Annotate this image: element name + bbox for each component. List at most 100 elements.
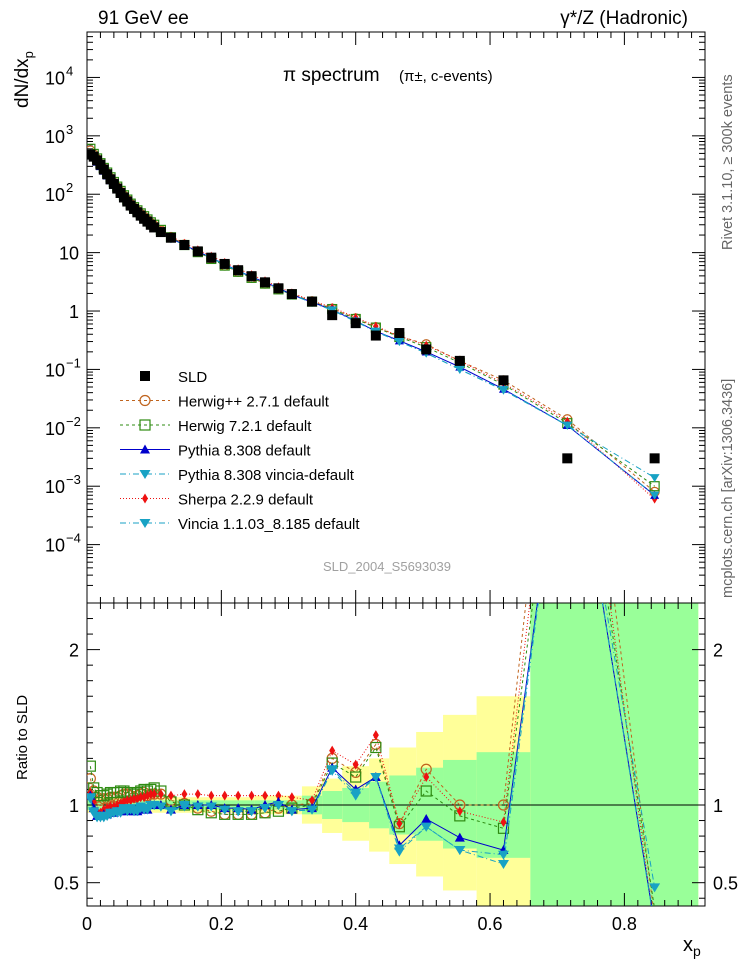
legend-label-sld: SLD (178, 369, 207, 386)
ratio-point-sherpa (208, 790, 215, 801)
x-tick-label: 0.4 (343, 914, 368, 934)
y-tick-label: 10 (59, 244, 79, 264)
ratio-point-pythia (421, 813, 432, 823)
mc-line-sherpa (89, 152, 655, 500)
ratio-point-sherpa (372, 730, 379, 741)
legend-marker-herwigpp (139, 394, 151, 407)
ratio-point-herwigpp (497, 799, 510, 811)
x-axis-title: xp (683, 934, 701, 959)
mc-point-vincia (454, 365, 465, 374)
sld-data-point (102, 169, 113, 180)
ratio-point-sherpa (181, 789, 188, 800)
ratio-point-herwig7 (370, 741, 382, 754)
legend-label-pythia: Pythia 8.308 default (178, 443, 311, 460)
legend-marker-herwig7 (139, 419, 151, 431)
ratio-point-sherpa (500, 817, 507, 828)
legend-label-herwig7: Herwig 7.2.1 default (178, 418, 312, 435)
sld-data-point (370, 330, 381, 341)
mc-point-vincia (649, 491, 660, 500)
sld-data-point (246, 271, 257, 282)
y-tick-label: 10 (45, 536, 65, 556)
legend-marker-sherpa (142, 493, 148, 504)
ratio-point-vincia (326, 765, 338, 775)
ratio-point-vincia (192, 802, 204, 812)
ratio-point-vincia (259, 804, 271, 814)
ratio-point-sherpa (131, 793, 138, 804)
ratio-point-herwig7 (87, 760, 96, 772)
ratio-point-sherpa (167, 790, 174, 801)
ratio-point-sherpa (151, 789, 158, 800)
ratio-point-sherpa (288, 792, 295, 803)
ratio-y-tick-label-right: 0.5 (713, 874, 738, 894)
sld-data-point (155, 227, 166, 238)
y-axis-title-ratio: Ratio to SLD (14, 694, 31, 780)
ratio-point-herwig7 (350, 771, 362, 783)
legend-marker-pythiavincia (139, 470, 151, 479)
ratio-point-vincia (232, 807, 244, 817)
ratio-point-sherpa (235, 790, 242, 801)
x-tick-label: 0.2 (209, 914, 234, 934)
legend: SLD Herwig++ 2.7.1 default Herwig 7.2.1 de… (120, 369, 360, 533)
ratio-point-sherpa (147, 789, 154, 800)
ratio-point-vincia (497, 860, 509, 870)
sld-data-point (394, 328, 405, 339)
ratio-point-sherpa (329, 745, 336, 756)
ratio-y-tick-label-right: 1 (713, 796, 723, 816)
process-label: γ*/Z (Hadronic) (560, 8, 688, 29)
legend-label-sherpa: Sherpa 2.2.9 default (178, 492, 314, 509)
sld-data-point (454, 355, 465, 366)
mc-line-herwigpp (89, 150, 655, 493)
ratio-point-sherpa (352, 759, 359, 770)
ratio-y-tick-label-right: 2 (713, 641, 723, 661)
sld-data-point (192, 246, 203, 257)
ratio-line-sherpa (89, 603, 652, 906)
mc-line-herwig7 (89, 148, 655, 487)
mc-point-vincia (498, 386, 509, 395)
sld-data-point (260, 277, 271, 288)
ratio-point-sherpa (124, 795, 131, 806)
ratio-point-vincia (272, 801, 284, 810)
sld-data-point (219, 258, 230, 269)
ratio-point-sherpa (248, 790, 255, 801)
analysis-id: SLD_2004_S5693039 (323, 559, 451, 574)
ratio-point-vincia (420, 822, 432, 832)
top-panel (86, 31, 706, 604)
ratio-point-vincia (286, 807, 298, 817)
ratio-point-sherpa (396, 818, 403, 829)
y-tick-label: 10 (45, 68, 65, 88)
legend-label-herwigpp: Herwig++ 2.7.1 default (178, 394, 330, 411)
legend-marker-pythia (140, 444, 150, 454)
uncertainty-bands (87, 603, 699, 906)
ratio-y-tick-label: 1 (69, 796, 79, 816)
sld-data-point (327, 310, 338, 321)
y-tick-label-exponent: −2 (66, 414, 81, 429)
y-tick-label: 1 (69, 302, 79, 322)
ratio-point-vincia (246, 807, 258, 817)
mc-point-pythiavincia (649, 474, 660, 483)
y-tick-label-exponent: −3 (66, 472, 81, 487)
y-tick-label-exponent: −1 (66, 355, 81, 370)
sld-data-point (562, 453, 573, 464)
ratio-point-sherpa (194, 789, 201, 800)
y-tick-label: 10 (45, 477, 65, 497)
ratio-point-vincia (306, 805, 318, 815)
y-tick-label: 10 (45, 127, 65, 147)
sld-data-point (649, 453, 660, 464)
sld-data-point (286, 289, 297, 300)
y-tick-label: 10 (45, 185, 65, 205)
ratio-point-vincia (370, 773, 382, 783)
energy-label: 91 GeV ee (98, 8, 189, 29)
sld-data-point (179, 240, 190, 251)
sld-data-point (498, 375, 509, 386)
x-tick-label: 0.8 (612, 914, 637, 934)
y-tick-label-exponent: −4 (66, 531, 81, 546)
top-series-group (87, 143, 660, 504)
ratio-point-vincia (205, 802, 217, 812)
plot-subtitle: (π±, c-events) (399, 68, 493, 85)
ratio-point-herwigpp (87, 772, 96, 785)
ratio-point-sherpa (456, 806, 463, 817)
ratio-point-sherpa (157, 789, 164, 800)
sld-data-point (421, 344, 432, 355)
